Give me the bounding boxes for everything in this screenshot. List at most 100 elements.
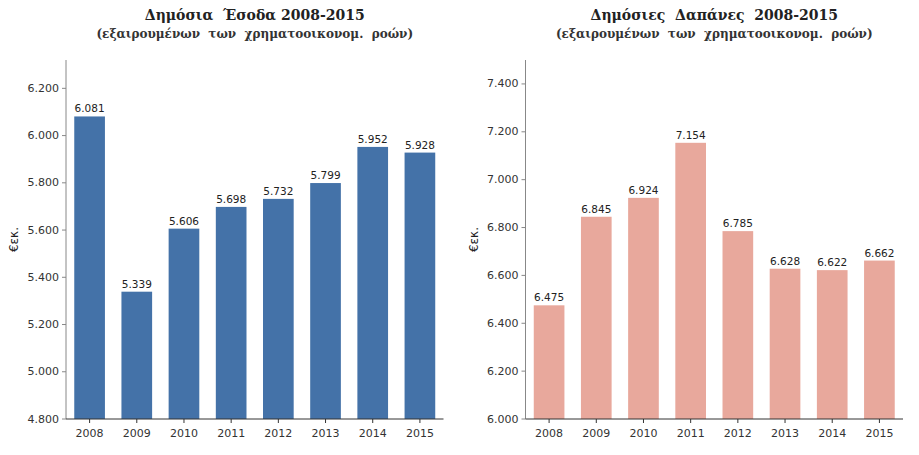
chart-subtitle: (εξαιρουμένων των χρηματοοικονομ. ροών) (96, 27, 413, 41)
bars (534, 143, 895, 419)
data-label: 7.154 (676, 129, 706, 141)
y-tick (522, 83, 526, 84)
bar (864, 261, 895, 419)
x-tick-label: 2008 (76, 427, 104, 440)
y-tick-label: 6.600 (487, 269, 519, 282)
y-tick-label: 7.400 (487, 77, 519, 90)
chart-canvas: Δημόσια Έσοδα 2008-2015 (εξαιρουμένων των… (0, 0, 919, 455)
data-label: 5.698 (216, 193, 246, 205)
data-label: 6.622 (817, 256, 847, 268)
bar (74, 116, 105, 419)
y-tick-label: 5.800 (28, 176, 60, 189)
y-tick (62, 88, 66, 89)
data-label: 6.662 (864, 247, 894, 259)
y-tick-label: 5.200 (28, 318, 60, 331)
y-tick-label: 6.000 (487, 413, 519, 426)
bar (169, 229, 200, 419)
y-tick-label: 5.400 (28, 271, 60, 284)
x-tick (183, 419, 184, 423)
data-label: 5.606 (169, 215, 199, 227)
y-tick (62, 135, 66, 136)
x-tick (643, 419, 644, 423)
x-tick-label: 2010 (629, 427, 657, 440)
x-tick (690, 419, 691, 423)
x-tick (372, 419, 373, 423)
bar (263, 199, 294, 419)
bar (628, 198, 659, 419)
chart-panel: Δημόσια Έσοδα 2008-2015 (εξαιρουμένων των… (7, 7, 444, 455)
y-tick (522, 323, 526, 324)
y-tick (62, 230, 66, 231)
data-label: 5.339 (122, 278, 152, 290)
x-tick (549, 419, 550, 423)
x-axis-line (526, 419, 904, 420)
data-label: 6.628 (770, 255, 800, 267)
bars (74, 116, 435, 419)
bar (357, 147, 388, 419)
x-tick (325, 419, 326, 423)
y-tick-label: 6.200 (487, 365, 519, 378)
data-label: 5.799 (311, 169, 341, 181)
bar (770, 269, 801, 419)
chart-title: Δημόσια Έσοδα 2008-2015 (145, 7, 365, 23)
x-tick-label: 2011 (677, 427, 705, 440)
y-tick-label: 4.800 (28, 413, 60, 426)
x-tick (278, 419, 279, 423)
y-tick-label: 5.000 (28, 365, 60, 378)
y-axis-line (66, 60, 67, 419)
chart-subtitle: (εξαιρουμένων των χρηματοοικονομ. ροών) (556, 27, 873, 41)
x-tick (737, 419, 738, 423)
x-tick-label: 2012 (264, 427, 292, 440)
x-tick-label: 2013 (312, 427, 340, 440)
y-tick (62, 324, 66, 325)
data-label: 6.785 (723, 217, 753, 229)
y-tick (62, 419, 66, 420)
bar (216, 207, 247, 419)
bar (675, 143, 706, 419)
x-tick-label: 2008 (535, 427, 563, 440)
x-tick-label: 2014 (818, 427, 846, 440)
y-axis-label: €εκ. (467, 227, 481, 252)
x-tick (89, 419, 90, 423)
y-tick-label: 5.600 (28, 224, 60, 237)
y-axis-label: €εκ. (7, 227, 21, 252)
y-tick (62, 371, 66, 372)
bar (817, 270, 848, 419)
x-tick-label: 2010 (170, 427, 198, 440)
y-axis-line (525, 60, 526, 419)
x-tick (419, 419, 420, 423)
x-tick (879, 419, 880, 423)
chart-title: Δημόσιες Δαπάνες 2008-2015 (591, 7, 838, 23)
y-tick (62, 182, 66, 183)
data-label: 6.475 (534, 291, 564, 303)
x-tick (136, 419, 137, 423)
y-tick-label: 7.000 (487, 173, 519, 186)
x-tick-label: 2009 (123, 427, 151, 440)
y-tick (522, 275, 526, 276)
x-tick-label: 2011 (217, 427, 245, 440)
bar (723, 231, 754, 419)
x-tick (596, 419, 597, 423)
data-label: 6.845 (581, 203, 611, 215)
y-tick (522, 179, 526, 180)
bar (534, 305, 565, 419)
x-axis-line (66, 419, 444, 420)
y-tick-label: 6.000 (28, 129, 60, 142)
data-label: 5.928 (405, 139, 435, 151)
y-tick (522, 227, 526, 228)
chart-panel: Δημόσιες Δαπάνες 2008-2015 (εξαιρουμένων … (467, 7, 904, 455)
y-tick-label: 6.200 (28, 82, 60, 95)
data-label: 5.952 (358, 133, 388, 145)
data-label: 6.924 (628, 184, 658, 196)
x-tick (231, 419, 232, 423)
y-tick (522, 131, 526, 132)
y-tick-label: 7.200 (487, 125, 519, 138)
y-tick (522, 419, 526, 420)
x-tick (832, 419, 833, 423)
y-tick (522, 371, 526, 372)
y-tick-label: 6.400 (487, 317, 519, 330)
x-tick-label: 2015 (865, 427, 893, 440)
data-label: 6.081 (75, 102, 105, 114)
y-tick (62, 277, 66, 278)
x-tick (785, 419, 786, 423)
